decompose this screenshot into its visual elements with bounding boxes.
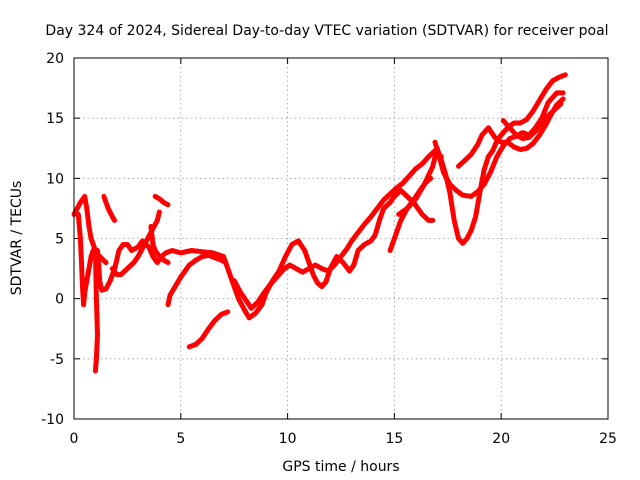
y-tick-label: 5	[55, 232, 64, 248]
data-series-segment-10	[186, 309, 231, 350]
x-tick-label: 10	[279, 431, 297, 447]
data-series-segment-7	[152, 193, 171, 208]
data-series-segment-9	[165, 252, 229, 308]
data-series-segment-8	[148, 224, 171, 266]
x-tick-label: 15	[385, 431, 403, 447]
data-series-segment-5	[101, 193, 118, 223]
x-tick-label: 0	[70, 431, 79, 447]
y-axis-label: SDTVAR / TECUs	[9, 181, 25, 296]
x-tick-label: 25	[599, 431, 617, 447]
y-tick-label: -10	[41, 412, 64, 428]
x-axis-label: GPS time / hours	[282, 459, 399, 475]
chart-title: Day 324 of 2024, Sidereal Day-to-day VTE…	[45, 23, 608, 39]
data-series-segment-4	[95, 187, 436, 321]
y-tick-label: -5	[50, 352, 64, 368]
y-tick-label: 10	[46, 171, 64, 187]
y-tick-label: 15	[46, 111, 64, 127]
data-series-segment-2	[75, 211, 96, 308]
data-series-segment-14	[432, 90, 566, 199]
data-series-segment-11	[231, 148, 444, 311]
data-series-segment-15	[456, 96, 566, 169]
data-series-segment-3	[92, 248, 100, 374]
x-tick-label: 20	[492, 431, 510, 447]
data-series-segment-16	[500, 101, 564, 142]
y-tick-label: 20	[46, 51, 64, 67]
data-series-segment-6	[109, 209, 162, 278]
x-tick-label: 5	[176, 431, 185, 447]
y-tick-label: 0	[55, 292, 64, 308]
plot-frame	[73, 57, 609, 420]
data-series-group	[71, 72, 568, 374]
